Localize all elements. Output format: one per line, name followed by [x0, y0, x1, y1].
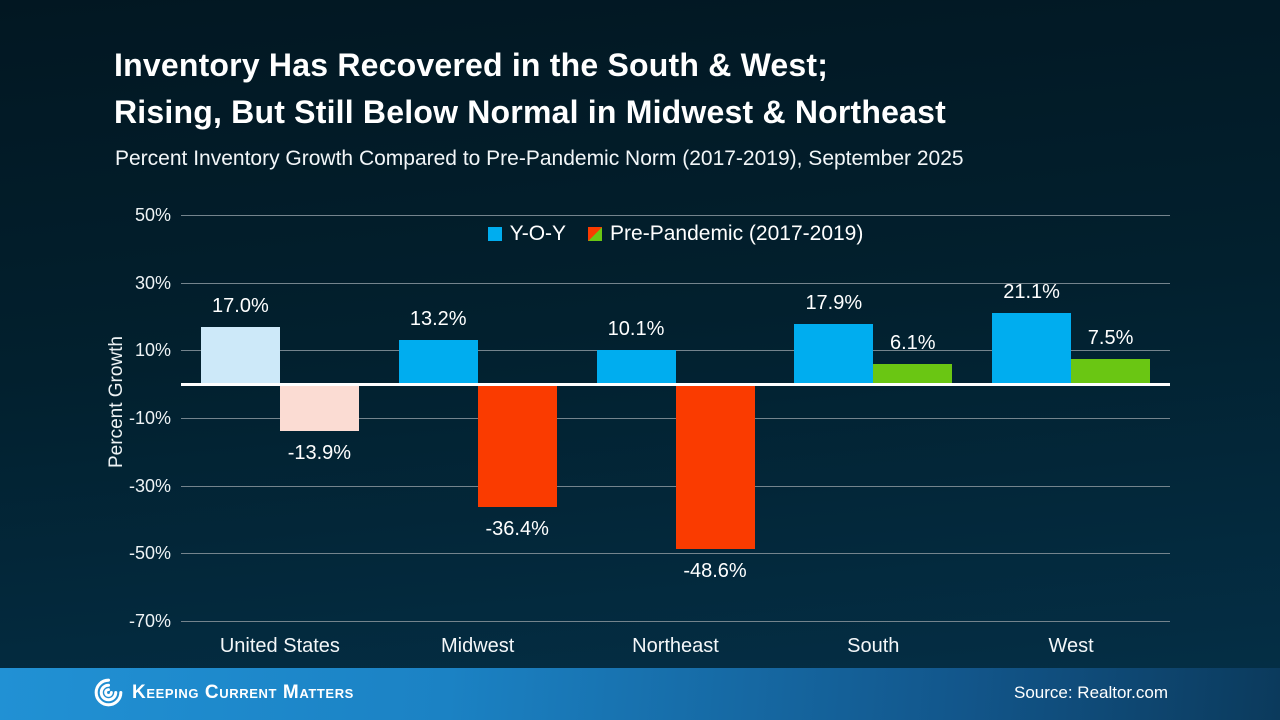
category-label-united-states: United States — [219, 635, 340, 657]
legend-item-y-o-y: Y-O-Y — [487, 222, 567, 246]
chart-legend: Y-O-Y Pre-Pandemic (2017-2019) — [181, 220, 1170, 248]
gridline--50 — [181, 553, 1170, 555]
value-label-y-o-y-south: 17.9% — [805, 291, 863, 314]
y-tick-label: -30% — [128, 475, 171, 496]
category-label-west: West — [1048, 635, 1094, 657]
gridline-30 — [181, 282, 1170, 284]
brand-name: Keeping Current Matters — [132, 681, 354, 703]
bar-y-o-y-northeast — [596, 350, 676, 385]
legend-swatch-icon — [487, 227, 502, 241]
bar-y-o-y-united-states — [200, 326, 280, 385]
gridline-50 — [181, 215, 1170, 216]
bar-pre-pandemic-2017-2019-south — [873, 363, 953, 385]
y-tick-label: 10% — [134, 340, 171, 361]
bar-y-o-y-west — [992, 312, 1072, 385]
y-tick-label: 50% — [134, 205, 171, 225]
legend-label: Y-O-Y — [509, 222, 567, 245]
y-tick-label: -50% — [128, 543, 171, 564]
gridline--70 — [181, 621, 1170, 622]
legend-item-pre-pandemic-2017-2019: Pre-Pandemic (2017-2019) — [588, 222, 863, 246]
value-label-y-o-y-west: 21.1% — [1003, 280, 1060, 303]
category-label-south: South — [847, 635, 900, 657]
chart-subtitle: Percent Inventory Growth Compared to Pre… — [115, 147, 964, 170]
value-label-y-o-y-northeast: 10.1% — [607, 318, 665, 340]
source-attribution: Source: Realtor.com — [1013, 683, 1168, 702]
kcm-spiral-icon — [94, 678, 123, 707]
value-label-pre-pandemic-2017-2019-united-states: -13.9% — [287, 442, 352, 465]
chart-title-line1: Inventory Has Recovered in the South & W… — [114, 47, 829, 83]
legend-swatch-icon — [588, 227, 603, 241]
y-tick-label: 30% — [134, 272, 171, 293]
footer-bar: Keeping Current Matters Source: Realtor.… — [0, 668, 1280, 720]
value-label-pre-pandemic-2017-2019-south: 6.1% — [890, 331, 936, 354]
bar-pre-pandemic-2017-2019-northeast — [675, 384, 755, 549]
brand: Keeping Current Matters — [94, 678, 354, 707]
value-label-pre-pandemic-2017-2019-west: 7.5% — [1087, 326, 1134, 349]
bar-pre-pandemic-2017-2019-midwest — [477, 384, 557, 508]
value-label-pre-pandemic-2017-2019-midwest: -36.4% — [485, 518, 549, 541]
bar-y-o-y-midwest — [398, 339, 478, 385]
gridline-10 — [181, 350, 1170, 352]
chart-title: Inventory Has Recovered in the South & W… — [114, 42, 1194, 136]
value-label-y-o-y-united-states: 17.0% — [212, 294, 269, 317]
legend-label: Pre-Pandemic (2017-2019) — [610, 222, 864, 245]
bar-pre-pandemic-2017-2019-united-states — [279, 384, 359, 432]
value-label-pre-pandemic-2017-2019-northeast: -48.6% — [683, 559, 747, 582]
y-tick-label: -10% — [128, 408, 171, 428]
bar-y-o-y-south — [794, 323, 874, 385]
y-tick-label: -70% — [128, 611, 171, 631]
category-label-midwest: Midwest — [441, 635, 515, 657]
chart-title-line2: Rising, But Still Below Normal in Midwes… — [114, 94, 947, 130]
category-label-northeast: Northeast — [632, 635, 719, 657]
zero-baseline — [181, 383, 1170, 387]
bar-pre-pandemic-2017-2019-west — [1071, 358, 1151, 385]
value-label-y-o-y-midwest: 13.2% — [409, 307, 467, 330]
